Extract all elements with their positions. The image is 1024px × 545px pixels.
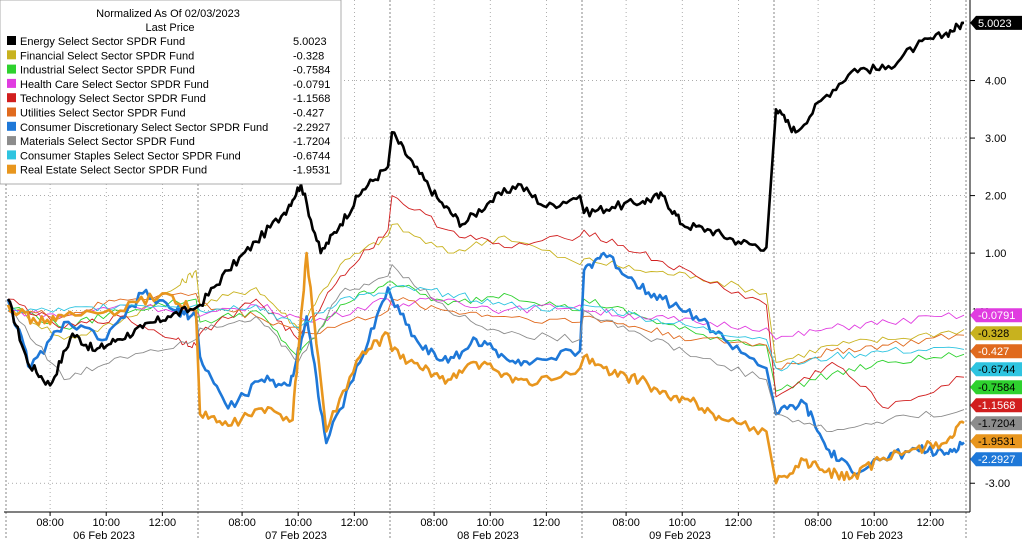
series-lines: [6, 21, 965, 485]
last-value-tag: [970, 15, 1022, 30]
legend-subtitle: Last Price: [146, 22, 195, 34]
legend-series-name: Consumer Staples Select Sector SPDR Fund: [20, 150, 241, 162]
legend-series-name: Health Care Select Sector SPDR Fund: [20, 79, 209, 91]
legend-swatch: [7, 93, 16, 103]
last-value-label: -2.2927: [978, 454, 1015, 466]
legend-series-value: -1.9531: [293, 165, 330, 177]
x-tick-label: 08:00: [420, 517, 448, 529]
last-value-tag: [970, 398, 1022, 413]
legend: Normalized As Of 02/03/2023 Last Price E…: [0, 0, 342, 185]
x-tick-label: 10:00: [476, 517, 504, 529]
series-line: [7, 292, 965, 370]
legend-series-name: Industrial Select Sector SPDR Fund: [20, 65, 195, 77]
legend-swatch: [7, 107, 16, 117]
legend-series-name: Utilities Select Sector SPDR Fund: [20, 108, 186, 120]
y-tick-label: 4.00: [985, 76, 1006, 88]
series-line: [7, 284, 965, 372]
legend-box: [0, 0, 342, 185]
last-value-tag: [970, 416, 1022, 431]
legend-series-name: Materials Select Sector SPDR Fund: [20, 136, 195, 148]
x-tick-label: 12:00: [341, 517, 369, 529]
legend-swatch: [7, 50, 16, 60]
x-day-label: 10 Feb 2023: [841, 530, 903, 540]
y-tick-label: 3.00: [985, 133, 1006, 145]
legend-swatch: [7, 136, 16, 146]
x-tick-label: 08:00: [612, 517, 640, 529]
legend-series-value: -0.0791: [293, 79, 330, 91]
legend-series-value: -1.1568: [293, 93, 330, 105]
last-value-tag: [970, 434, 1022, 449]
x-day-label: 08 Feb 2023: [457, 530, 519, 540]
legend-swatch: [7, 78, 16, 88]
x-tick-label: 10:00: [284, 517, 312, 529]
x-tick-label: 12:00: [533, 517, 561, 529]
last-value-label: 5.0023: [978, 18, 1012, 30]
series-line: [7, 264, 965, 432]
legend-title: Normalized As Of 02/03/2023: [96, 8, 240, 20]
last-value-tag: [970, 452, 1022, 467]
legend-swatch: [7, 164, 16, 174]
legend-series-value: -0.328: [293, 50, 324, 62]
y-tick-label: 2.00: [985, 191, 1006, 203]
series-line: [6, 251, 965, 485]
legend-swatch: [7, 150, 16, 160]
last-value-tag: [970, 344, 1022, 359]
legend-swatch: [7, 36, 16, 45]
x-day-label: 09 Feb 2023: [649, 530, 711, 540]
series-line: [7, 296, 965, 340]
legend-series-name: Consumer Discretionary Select Sector SPD…: [20, 122, 268, 134]
last-value-label: -0.328: [978, 328, 1009, 340]
x-tick-label: 10:00: [668, 517, 696, 529]
legend-series-value: -2.2927: [293, 122, 330, 134]
legend-series-name: Financial Select Sector SPDR Fund: [20, 50, 194, 62]
last-value-tag: [970, 380, 1022, 395]
last-value-label: -1.7204: [978, 418, 1015, 430]
axes: 4.003.002.001.00-3.001.0008:0010:0012:00…: [4, 0, 1010, 542]
last-value-label: -0.427: [978, 346, 1009, 358]
last-value-label: -0.6744: [978, 364, 1015, 376]
x-tick-label: 12:00: [917, 517, 945, 529]
last-value-tags: 5.0023 -0.0791 -0.328 -0.427 -0.6744 -0.7584 -…: [970, 15, 1022, 467]
y-tick-label: 1.00: [985, 248, 1006, 260]
legend-series-value: -0.427: [293, 108, 324, 120]
legend-series-value: -1.7204: [293, 136, 330, 148]
legend-series-name: Real Estate Select Sector SPDR Fund: [20, 165, 207, 177]
legend-series-value: 5.0023: [293, 36, 327, 48]
last-value-label: -0.0791: [978, 310, 1015, 322]
legend-series-value: -0.6744: [293, 150, 330, 162]
x-tick-label: 12:00: [725, 517, 753, 529]
last-value-tag: [970, 326, 1022, 341]
last-value-label: -0.7584: [978, 382, 1015, 394]
legend-series-name: Technology Select Sector SPDR Fund: [20, 93, 206, 105]
last-value-label: -1.1568: [978, 400, 1015, 412]
x-tick-label: 08:00: [804, 517, 832, 529]
legend-swatch: [7, 121, 16, 131]
series-line: [6, 21, 965, 387]
y-tick-label: -3.00: [985, 478, 1010, 490]
x-day-label: 07 Feb 2023: [265, 530, 327, 540]
x-tick-label: 10:00: [860, 517, 888, 529]
x-tick-label: 08:00: [228, 517, 256, 529]
series-line: [6, 251, 965, 476]
x-tick-label: 10:00: [92, 517, 120, 529]
x-day-label: 06 Feb 2023: [73, 530, 135, 540]
legend-series-value: -0.7584: [293, 65, 330, 77]
x-tick-label: 12:00: [149, 517, 177, 529]
series-line: [7, 223, 965, 363]
x-tick-label: 08:00: [36, 517, 64, 529]
last-value-tag: [970, 362, 1022, 377]
last-value-label: -1.9531: [978, 436, 1015, 448]
last-value-tag: [970, 308, 1022, 323]
legend-swatch: [7, 64, 16, 74]
series-line: [7, 195, 965, 409]
legend-series-name: Energy Select Sector SPDR Fund: [20, 36, 185, 48]
